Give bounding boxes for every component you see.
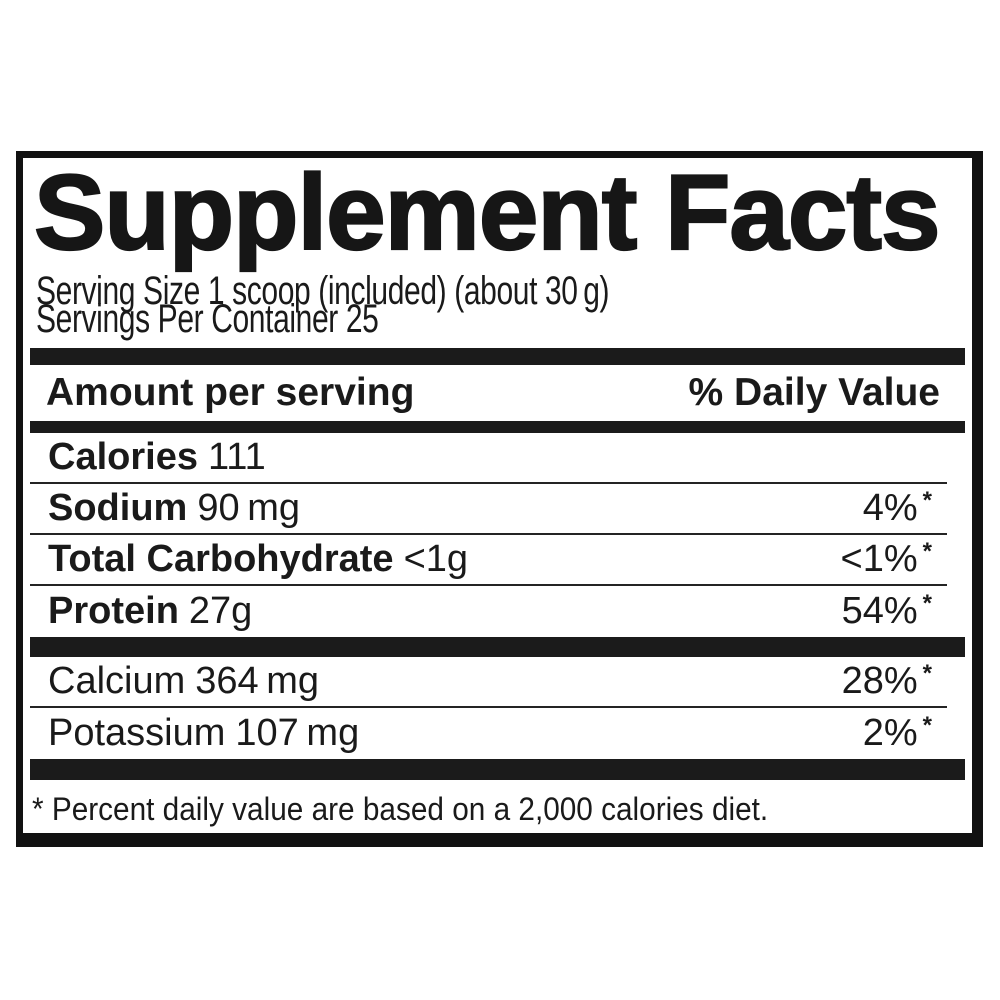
nutrient-name: Sodium (48, 487, 188, 529)
daily-value-percent: 2% (862, 712, 918, 754)
servings-per-container-line: Servings Per Container 25 (36, 297, 379, 341)
daily-value-percent: <1% (840, 538, 918, 580)
nutrient-name: Potassium (48, 712, 226, 754)
nutrient-name: Total Carbohydrate (48, 538, 394, 580)
nutrient-amount: 364 mg (195, 660, 320, 702)
serving-info: Serving Size 1 scoop (included) (about 3… (36, 269, 738, 341)
nutrient-name: Calcium (48, 660, 186, 702)
nutrient-row: Calcium 364 mg 28% * (30, 657, 947, 708)
daily-value-footnote: * Percent daily value are based on a 2,0… (32, 791, 769, 827)
daily-value-percent: 54% (841, 590, 918, 632)
nutrient-row: Sodium 90 mg 4% * (30, 484, 947, 535)
nutrient-amount: 27g (188, 590, 253, 632)
daily-value-asterisk: * (922, 660, 932, 687)
thick-divider-bar (30, 759, 965, 780)
thick-divider-bar (30, 421, 965, 433)
daily-value-asterisk: * (922, 590, 932, 617)
column-header-row: Amount per serving % Daily Value (30, 365, 947, 421)
daily-value-asterisk: * (922, 712, 932, 739)
nutrient-name: Calories (48, 436, 198, 478)
nutrient-row: Total Carbohydrate <1g <1% * (30, 535, 947, 586)
nutrient-row: Calories 111 (30, 433, 947, 484)
daily-value-asterisk: * (922, 538, 932, 565)
nutrient-amount: 107 mg (235, 712, 360, 754)
nutrient-amount: 111 (207, 436, 266, 478)
nutrient-amount: 90 mg (197, 487, 300, 529)
serving-size-line: Serving Size 1 scoop (included) (about 3… (36, 269, 610, 313)
daily-value-percent: 4% (862, 487, 918, 529)
nutrient-amount: <1g (403, 538, 469, 580)
thick-divider-bar (30, 637, 965, 657)
thick-divider-bar (30, 348, 965, 365)
panel-title: Supplement Facts (33, 152, 942, 272)
percent-daily-value-header: % Daily Value (688, 371, 940, 414)
amount-per-serving-header: Amount per serving (46, 371, 415, 414)
supplement-facts-panel: Supplement Facts Serving Size 1 scoop (i… (16, 151, 983, 847)
main-nutrient-rows: Calories 111 Sodium 90 mg 4% * Total Carboh… (23, 433, 972, 637)
nutrient-row: Potassium 107 mg 2% * (30, 708, 947, 759)
daily-value-percent: 28% (841, 660, 918, 702)
nutrient-name: Protein (48, 590, 179, 632)
daily-value-asterisk: * (922, 487, 932, 514)
mineral-nutrient-rows: Calcium 364 mg 28% * Potassium 107 mg 2% * (23, 657, 972, 759)
nutrient-row: Protein 27g 54% * (30, 586, 947, 637)
